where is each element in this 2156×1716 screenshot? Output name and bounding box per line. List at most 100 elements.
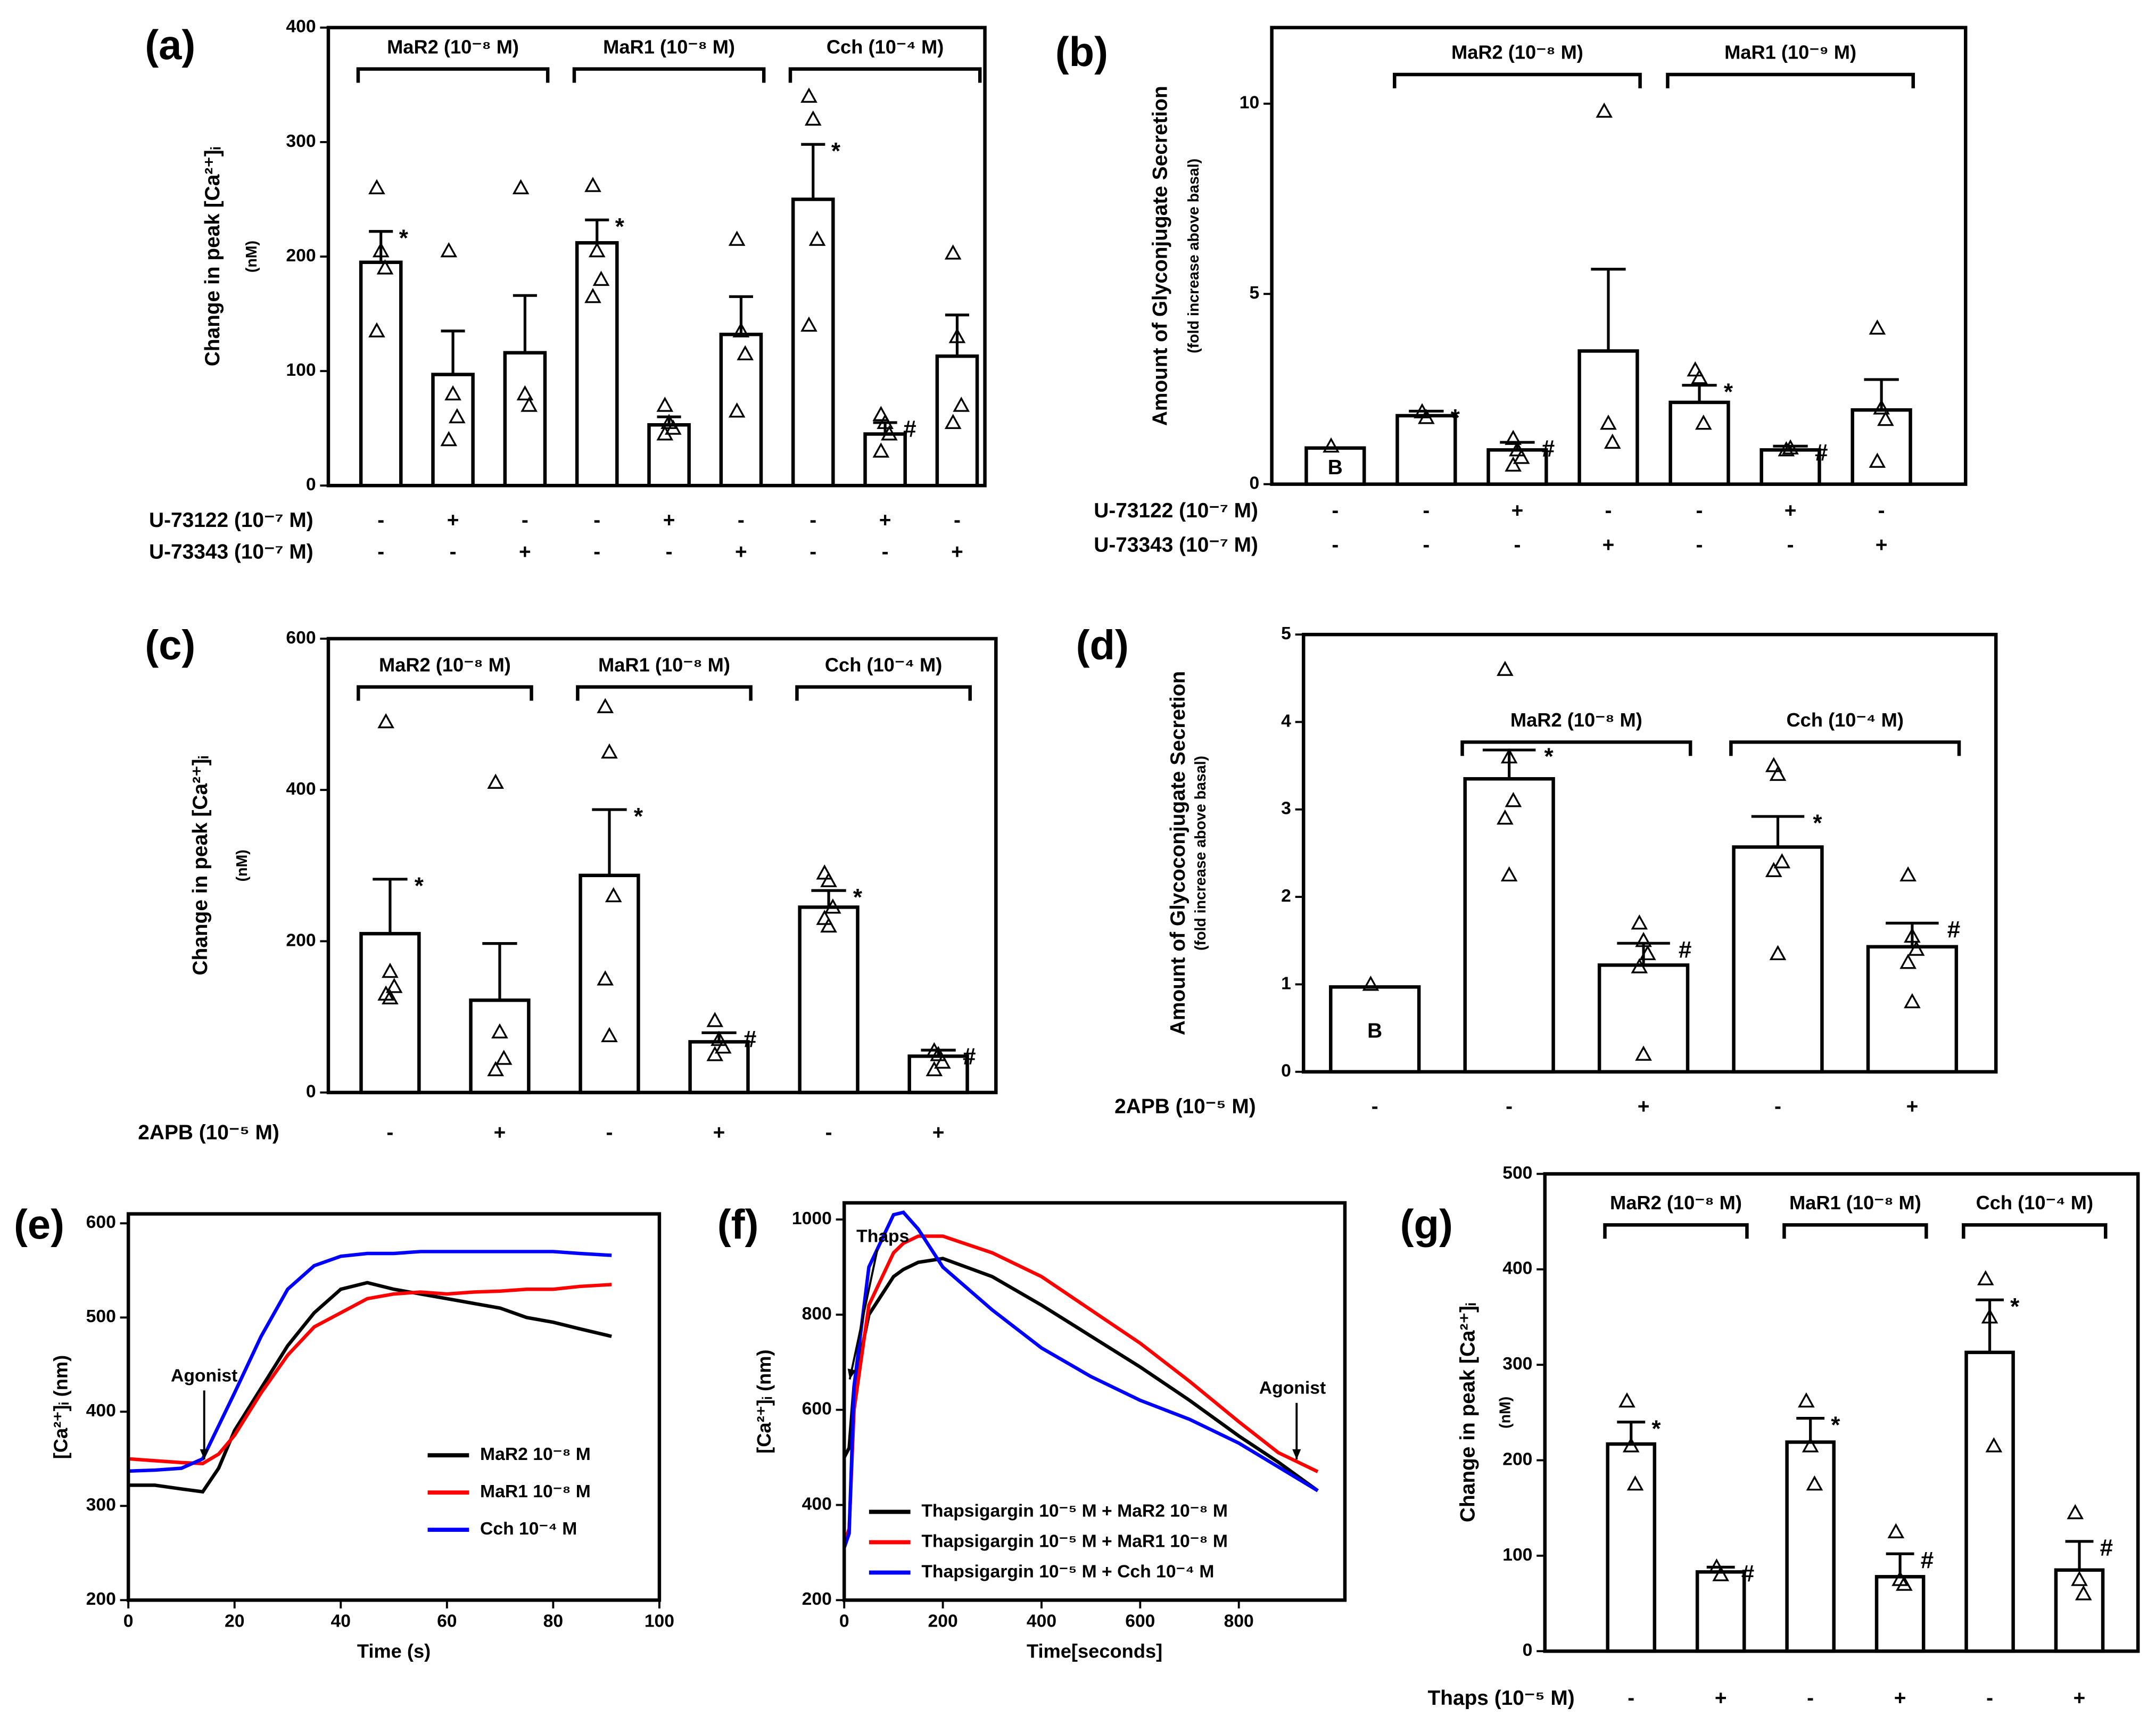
y-tick-label: 400 <box>286 779 316 799</box>
data-point <box>728 230 746 246</box>
data-point <box>800 87 817 103</box>
y-tick-label: 600 <box>86 1212 116 1232</box>
treatment-mark: - <box>1332 534 1339 557</box>
treatment-mark: - <box>1423 534 1430 557</box>
panel-label: (c) <box>145 623 195 669</box>
bar <box>431 373 475 488</box>
data-point <box>584 177 601 192</box>
data-line <box>128 1281 612 1494</box>
data-point <box>512 179 530 195</box>
annotation: Thaps <box>856 1227 909 1247</box>
y-tick-label: 0 <box>1250 474 1260 493</box>
treatment-mark: - <box>450 541 457 564</box>
y-tick-label: 200 <box>286 246 316 266</box>
data-point <box>656 425 674 441</box>
error-bar <box>2065 1540 2094 1570</box>
data-point <box>1887 1523 1905 1539</box>
data-point <box>377 713 394 729</box>
data-point <box>1497 809 1514 825</box>
y-axis-label: Change in peak [Ca²⁺]ᵢ <box>189 756 212 975</box>
data-point <box>495 1050 513 1065</box>
data-point <box>706 1012 724 1027</box>
treatment-mark: - <box>1696 534 1703 557</box>
y-axis-label: Amount of Glyconjugate Secretion <box>1149 86 1172 426</box>
y-tick-label: 600 <box>286 628 316 648</box>
data-point <box>1505 430 1522 445</box>
treatment-label: U-73343 (10⁻⁷ M) <box>149 541 313 564</box>
bar <box>1329 985 1421 1074</box>
group-label: MaR1 (10⁻⁸ M) <box>603 36 735 57</box>
data-point <box>1765 757 1782 772</box>
treatment-mark: - <box>666 541 673 564</box>
data-point <box>2071 1571 2088 1586</box>
arrow-head <box>1292 1449 1301 1459</box>
error-bar <box>369 230 393 262</box>
significance: # <box>1921 1547 1934 1573</box>
y-tick-label: 200 <box>802 1589 832 1609</box>
group-label: Cch (10⁻⁴ M) <box>1976 1192 2093 1214</box>
data-point <box>376 259 394 275</box>
data-point <box>1362 975 1379 991</box>
y-tick-label: 400 <box>802 1494 832 1514</box>
bar <box>1785 1440 1836 1653</box>
group-bracket <box>356 67 550 83</box>
treatment-label: 2APB (10⁻⁵ M) <box>1114 1095 1256 1118</box>
y-tick-label: 300 <box>86 1495 116 1515</box>
legend-label: Cch 10⁻⁴ M <box>480 1519 577 1539</box>
plot-frame <box>326 637 998 1094</box>
y-axis-label: [Ca²⁺]ᵢ (nm) <box>753 1349 775 1453</box>
data-point <box>1896 1575 1913 1591</box>
data-point <box>714 1038 732 1054</box>
y-tick-label: 500 <box>1502 1163 1532 1183</box>
data-line <box>128 1283 612 1465</box>
data-point <box>597 698 614 713</box>
error-bar <box>1751 815 1805 847</box>
group-bracket <box>795 685 972 701</box>
x-tick-label: 60 <box>437 1612 457 1631</box>
y-tick-label: 3 <box>1281 799 1291 819</box>
treatment-mark: - <box>1332 499 1339 522</box>
bar <box>359 931 421 1094</box>
y-axis-unit: (fold increase above basal) <box>1192 756 1209 951</box>
arrow-head <box>200 1449 209 1459</box>
bar <box>863 432 907 488</box>
treatment-mark: + <box>1906 1095 1919 1118</box>
plot-frame <box>326 26 987 488</box>
data-point <box>728 402 746 418</box>
significance: # <box>1679 937 1692 963</box>
y-tick-label: 100 <box>286 360 316 380</box>
data-point <box>706 1046 724 1061</box>
error-bar <box>482 942 517 1001</box>
y-axis-label: Change in peak [Ca²⁺]ᵢ <box>1456 1303 1479 1522</box>
y-tick-label: 400 <box>86 1401 116 1421</box>
y-tick-label: 2 <box>1281 886 1291 906</box>
data-point <box>1981 1308 1998 1324</box>
significance: * <box>615 213 625 240</box>
error-bar <box>811 889 846 908</box>
treatment-mark: - <box>522 509 528 532</box>
x-tick-label: 600 <box>1125 1612 1155 1631</box>
x-tick-label: 400 <box>1027 1612 1056 1631</box>
group-label: MaR1 (10⁻⁸ M) <box>1789 1192 1921 1214</box>
treatment-mark: + <box>735 541 747 564</box>
treatment-mark: + <box>1511 499 1524 522</box>
treatment-mark: - <box>1372 1095 1378 1118</box>
legend-label: Thapsigargin 10⁻⁵ M + Cch 10⁻⁴ M <box>921 1562 1214 1581</box>
data-point <box>665 419 682 435</box>
data-point <box>385 978 403 993</box>
x-axis-label: Time[seconds] <box>1027 1640 1162 1662</box>
data-point <box>1985 1437 2003 1453</box>
panel-label: (d) <box>1076 623 1129 669</box>
treatment-mark: - <box>1423 499 1430 522</box>
error-bar <box>729 295 753 335</box>
data-point <box>2075 1585 2092 1600</box>
treatment-mark: - <box>377 541 384 564</box>
annotation: Agonist <box>1259 1379 1326 1398</box>
y-tick-label: 0 <box>1523 1640 1533 1660</box>
y-axis-unit: (nM) <box>234 849 251 881</box>
x-tick-label: 80 <box>543 1612 563 1631</box>
data-point <box>816 864 833 880</box>
treatment-mark: - <box>738 509 745 532</box>
treatment-mark: - <box>1605 499 1612 522</box>
